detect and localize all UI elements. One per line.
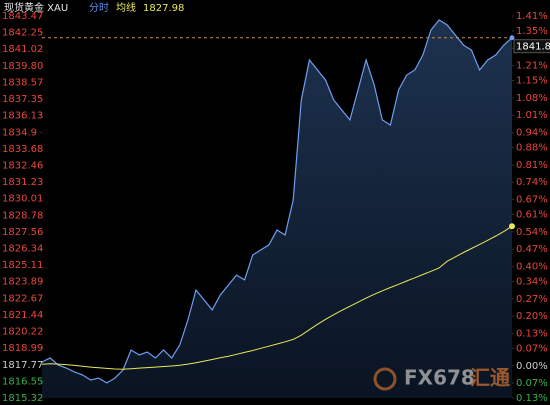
watermark-logo bbox=[373, 367, 397, 391]
y-tick-label: 1820.22 bbox=[2, 327, 43, 338]
y-tick-label: 1842.25 bbox=[2, 28, 43, 39]
price-dot bbox=[509, 35, 515, 41]
y2-tick-label: 1.35% bbox=[516, 26, 548, 37]
y-tick-label: 1843.47 bbox=[2, 11, 43, 22]
y-tick-label: 1830.01 bbox=[2, 194, 43, 205]
y2-tick-label: 0.27% bbox=[516, 294, 548, 305]
y2-tick-label: 0.88% bbox=[516, 142, 548, 153]
price-line bbox=[41, 19, 513, 384]
y2-tick-label: 0.94% bbox=[516, 128, 548, 139]
y-tick-label: 1816.55 bbox=[2, 376, 43, 387]
y-tick-label: 1833.68 bbox=[2, 144, 43, 155]
y-tick-label: 1822.67 bbox=[2, 293, 43, 304]
y-tick-label: 1834.9 bbox=[2, 127, 37, 138]
y-tick-label: 1826.34 bbox=[2, 243, 43, 254]
y2-tick-label: 0.20% bbox=[516, 311, 548, 322]
y2-tick-label: 0.00% bbox=[516, 361, 548, 372]
watermark-text: 汇通 bbox=[470, 366, 510, 390]
y2-tick-label: 1.01% bbox=[516, 110, 548, 121]
y-tick-label: 1832.46 bbox=[2, 160, 43, 171]
y-tick-label: 1818.99 bbox=[2, 343, 43, 354]
y2-tick-label: 0.81% bbox=[516, 160, 548, 171]
y-tick-label: 1821.44 bbox=[2, 310, 43, 321]
y-tick-label: 1831.23 bbox=[2, 177, 43, 188]
y-tick-label: 1827.56 bbox=[2, 227, 43, 238]
y-tick-label: 1839.80 bbox=[2, 61, 43, 72]
y2-tick-label: 0.61% bbox=[516, 209, 548, 220]
y2-tick-label: 1.41% bbox=[516, 11, 548, 22]
y2-tick-label: 0.07% bbox=[516, 343, 548, 354]
y-tick-label: 1815.32 bbox=[2, 393, 43, 404]
y-tick-label: 1828.78 bbox=[2, 210, 43, 221]
y-tick-label: 1838.57 bbox=[2, 77, 43, 88]
y-tick-label: 1837.35 bbox=[2, 94, 43, 105]
y2-tick-label: 0.47% bbox=[516, 244, 548, 255]
last-price-label: 1841.87 bbox=[516, 42, 550, 53]
y2-tick-label: 1.08% bbox=[516, 93, 548, 104]
legend-entry: 均线 bbox=[116, 1, 136, 14]
y2-tick-label: 0.74% bbox=[516, 177, 548, 188]
legend-entry: 分时 bbox=[89, 2, 109, 14]
y-tick-label: 1817.77 bbox=[2, 360, 43, 371]
avg-dot bbox=[509, 223, 515, 230]
watermark-text: FX678 bbox=[404, 366, 475, 390]
y2-tick-label: 0.67% bbox=[516, 195, 548, 206]
y2-tick-label: 0.07% bbox=[516, 378, 548, 389]
last-price-tag bbox=[513, 39, 550, 54]
avg-line bbox=[41, 225, 513, 370]
y2-tick-label: 1.21% bbox=[516, 61, 548, 72]
y-tick-label: 1836.13 bbox=[2, 111, 43, 122]
y-tick-label: 1825.11 bbox=[2, 260, 43, 271]
y2-tick-label: 0.34% bbox=[516, 276, 548, 287]
y-tick-label: 1841.02 bbox=[2, 44, 43, 55]
avg-value: 1827.98 bbox=[143, 3, 184, 14]
y2-tick-label: 0.13% bbox=[516, 393, 548, 404]
y2-tick-label: 1.15% bbox=[516, 75, 548, 86]
area-fill bbox=[42, 19, 512, 399]
y-tick-label: 1823.89 bbox=[2, 277, 43, 288]
y2-tick-label: 0.40% bbox=[516, 262, 548, 273]
y2-tick-label: 0.54% bbox=[516, 227, 548, 238]
y2-tick-label: 0.13% bbox=[516, 329, 548, 340]
chart-title: 现货黄金 XAU bbox=[4, 1, 68, 14]
